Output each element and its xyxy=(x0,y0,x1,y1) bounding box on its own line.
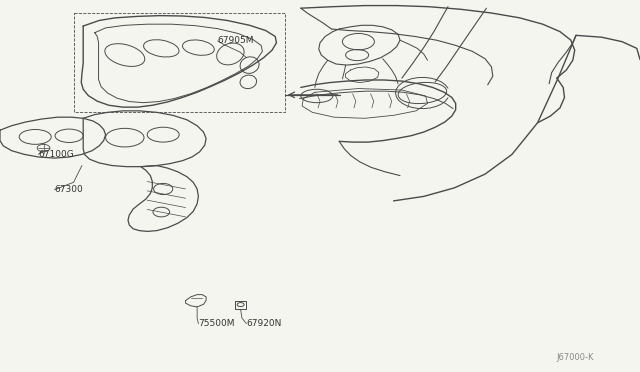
Text: J67000-K: J67000-K xyxy=(557,353,595,362)
Text: 67300: 67300 xyxy=(54,185,83,194)
Text: 67920N: 67920N xyxy=(246,319,282,328)
Text: 67100G: 67100G xyxy=(38,150,74,159)
Text: 67905M: 67905M xyxy=(218,36,254,45)
Text: 75500M: 75500M xyxy=(198,319,235,328)
